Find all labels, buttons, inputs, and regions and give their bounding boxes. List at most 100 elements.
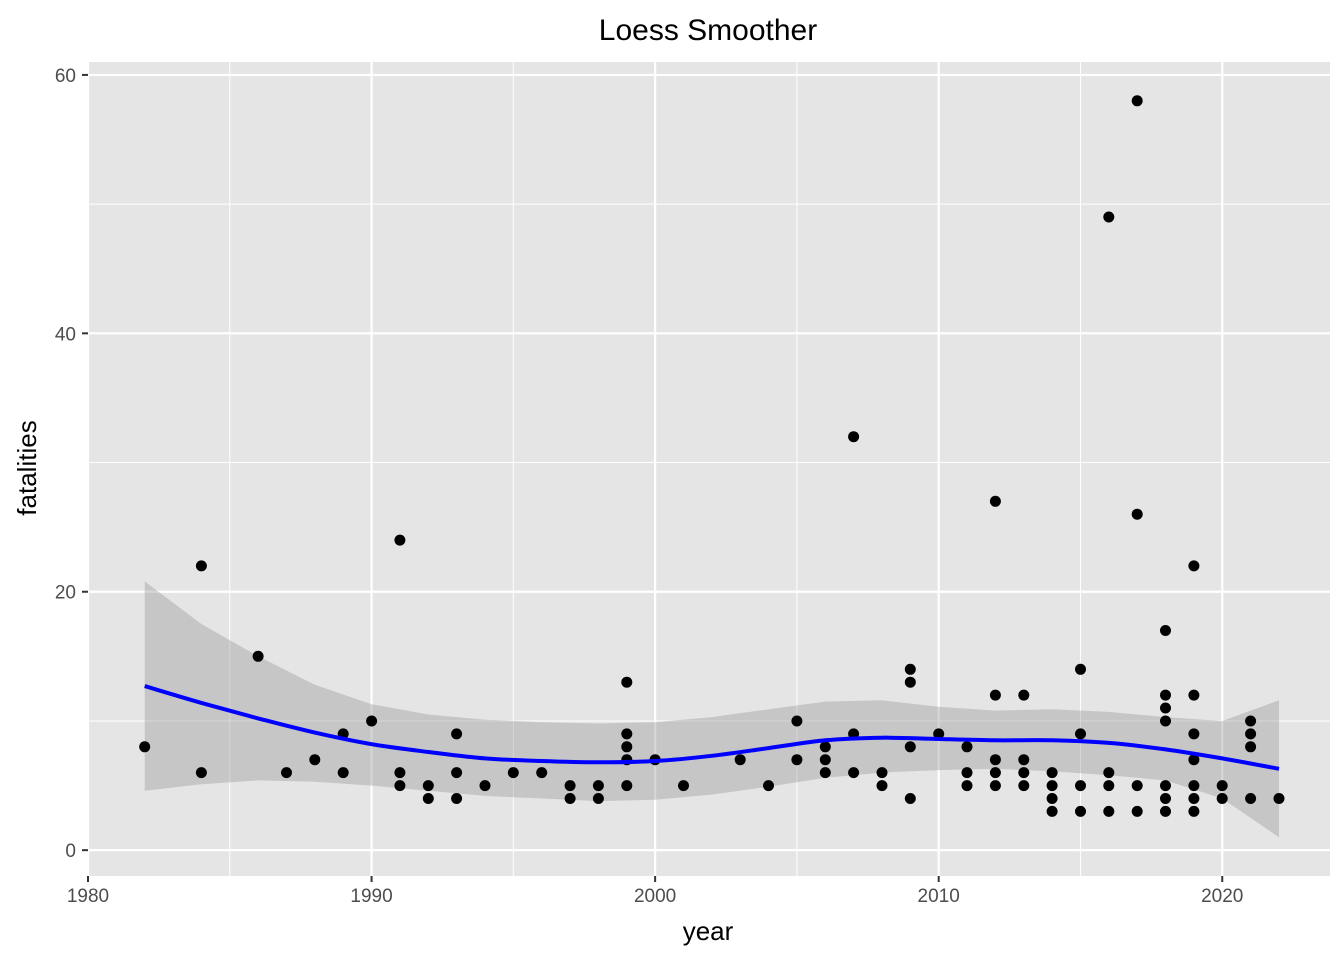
data-point [1160,625,1171,636]
data-point [536,767,548,779]
x-tick-label: 2020 [1201,886,1243,907]
data-point [989,780,1001,792]
data-point [678,780,689,792]
data-point [904,676,916,688]
data-point [252,650,264,662]
x-tick-label: 1980 [67,886,109,907]
data-point [961,767,973,779]
data-point [621,676,633,688]
x-tick-label: 2000 [634,886,676,907]
data-point [621,780,633,792]
data-point [904,793,916,804]
data-point [592,793,604,804]
data-point [1188,805,1200,817]
data-point [1160,805,1171,817]
data-point [1188,780,1200,792]
data-point [479,780,491,792]
data-point [451,767,463,779]
data-point [394,767,406,779]
data-point [1131,780,1143,792]
data-point [989,495,1001,507]
data-point [1245,793,1257,804]
data-point [1131,805,1143,817]
data-point [848,767,860,779]
data-point [819,754,831,766]
data-point [1160,780,1171,792]
data-point [819,741,831,753]
y-tick-label: 60 [55,66,76,87]
data-point [451,793,463,804]
data-point [1046,780,1058,792]
data-point [1160,702,1171,714]
minor-gridlines [88,62,1330,876]
data-point [337,767,349,779]
data-point [195,767,207,779]
y-axis-title: fatalities [12,420,42,515]
data-point [763,780,774,792]
data-point [1103,780,1115,792]
data-point [139,741,151,753]
data-point [1046,767,1058,779]
data-point [1188,560,1200,572]
data-point [451,728,463,740]
data-point [989,754,1001,766]
data-point [819,767,831,779]
data-point [422,780,434,792]
data-point [1018,689,1030,701]
data-point [1131,95,1143,107]
data-point [1075,663,1086,675]
data-point [989,767,1001,779]
data-point [1245,715,1257,727]
data-point [1103,805,1115,817]
x-tick-label: 1990 [350,886,392,907]
data-point [1160,793,1171,804]
y-tick-label: 0 [65,841,76,862]
data-point [876,780,888,792]
data-point [1245,741,1257,753]
data-point [1245,728,1257,740]
y-tick-label: 40 [55,324,76,345]
data-point [989,689,1001,701]
data-point [1216,780,1228,792]
data-point [1046,805,1058,817]
data-points [139,95,1285,817]
data-point [422,793,434,804]
data-point [1075,728,1086,740]
confidence-ribbon [144,581,1280,838]
data-point [507,767,519,779]
data-point [281,767,292,779]
data-point [1046,793,1058,804]
data-point [848,431,860,443]
data-point [961,741,973,753]
data-point [1188,728,1200,740]
data-point [791,754,803,766]
data-point [876,767,888,779]
y-tick-label: 20 [55,583,76,604]
data-point [366,715,378,727]
data-point [1018,767,1030,779]
data-point [592,780,604,792]
data-point [961,780,973,792]
plot-panel [88,62,1330,876]
y-axis: 0 20 40 60 [55,66,88,862]
data-point [621,741,633,753]
data-point [1273,793,1285,804]
data-point [1188,689,1200,701]
data-point [904,741,916,753]
data-point [564,793,576,804]
data-point [1131,508,1143,520]
data-point [1018,780,1030,792]
data-point [1160,715,1171,727]
data-point [791,715,803,727]
data-point [1103,767,1115,779]
data-point [1075,805,1086,817]
data-point [564,780,576,792]
data-point [394,534,406,546]
data-point [1188,793,1200,804]
data-point [1103,211,1115,223]
data-point [1075,780,1086,792]
x-axis-title: year [683,916,734,946]
loess-smooth-line [144,684,1280,771]
data-point [195,560,207,572]
x-axis: 1980 1990 2000 2010 2020 [67,876,1243,907]
